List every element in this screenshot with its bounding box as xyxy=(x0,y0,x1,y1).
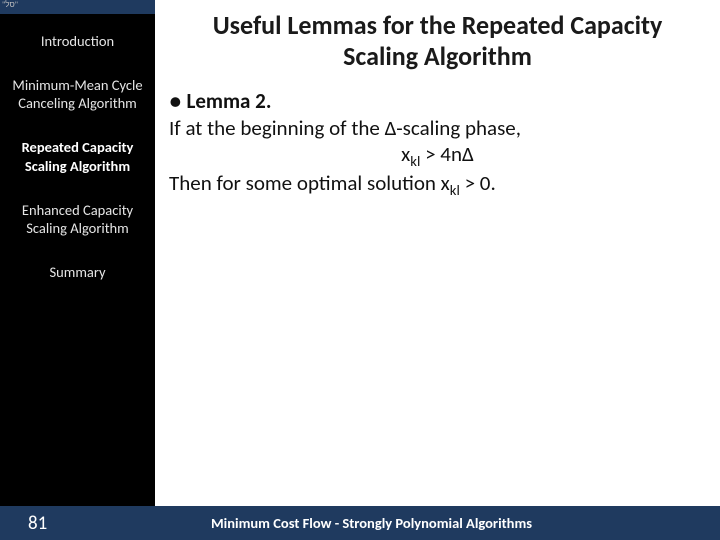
sidebar-footer: 81 xyxy=(0,506,155,540)
lemma-line1: If at the beginning of the Δ-scaling pha… xyxy=(169,115,521,141)
main-footer: Minimum Cost Flow - Strongly Polynomial … xyxy=(155,506,720,540)
sidebar-item-repeated-capacity-scaling[interactable]: Repeated Capacity Scaling Algorithm xyxy=(0,132,155,180)
l2-sub: kl xyxy=(410,152,420,170)
sidebar-items: Introduction Minimum-Mean Cycle Cancelin… xyxy=(0,14,155,506)
bullet: ● xyxy=(169,88,182,114)
l3-a: Then for some optimal solution x xyxy=(169,170,450,196)
slide-title: Useful Lemmas for the Repeated Capacity … xyxy=(155,0,720,88)
lemma-label: Lemma 2. xyxy=(186,88,271,114)
l2-rest: > 4nΔ xyxy=(420,141,473,167)
sidebar-item-introduction[interactable]: Introduction xyxy=(0,26,155,56)
lemma-line3: Then for some optimal solution xkl > 0. xyxy=(169,170,496,196)
sidebar-item-summary[interactable]: Summary xyxy=(0,257,155,287)
page-number: 81 xyxy=(28,512,47,535)
sidebar: "סל" Introduction Minimum-Mean Cycle Can… xyxy=(0,0,155,540)
l3-sub: kl xyxy=(450,182,460,200)
footer-text: Minimum Cost Flow - Strongly Polynomial … xyxy=(211,514,532,532)
sidebar-item-mmcc[interactable]: Minimum-Mean Cycle Canceling Algorithm xyxy=(0,70,155,118)
sidebar-item-enhanced-capacity-scaling[interactable]: Enhanced Capacity Scaling Algorithm xyxy=(0,195,155,243)
lemma-line2: xkl > 4nΔ xyxy=(169,141,706,171)
main-content: Useful Lemmas for the Repeated Capacity … xyxy=(155,0,720,540)
l3-b: > 0. xyxy=(460,170,496,196)
slide-body: ● Lemma 2. If at the beginning of the Δ-… xyxy=(155,88,720,506)
sidebar-top-strip: "סל" xyxy=(0,0,155,14)
l2-prefix: x xyxy=(401,141,410,167)
